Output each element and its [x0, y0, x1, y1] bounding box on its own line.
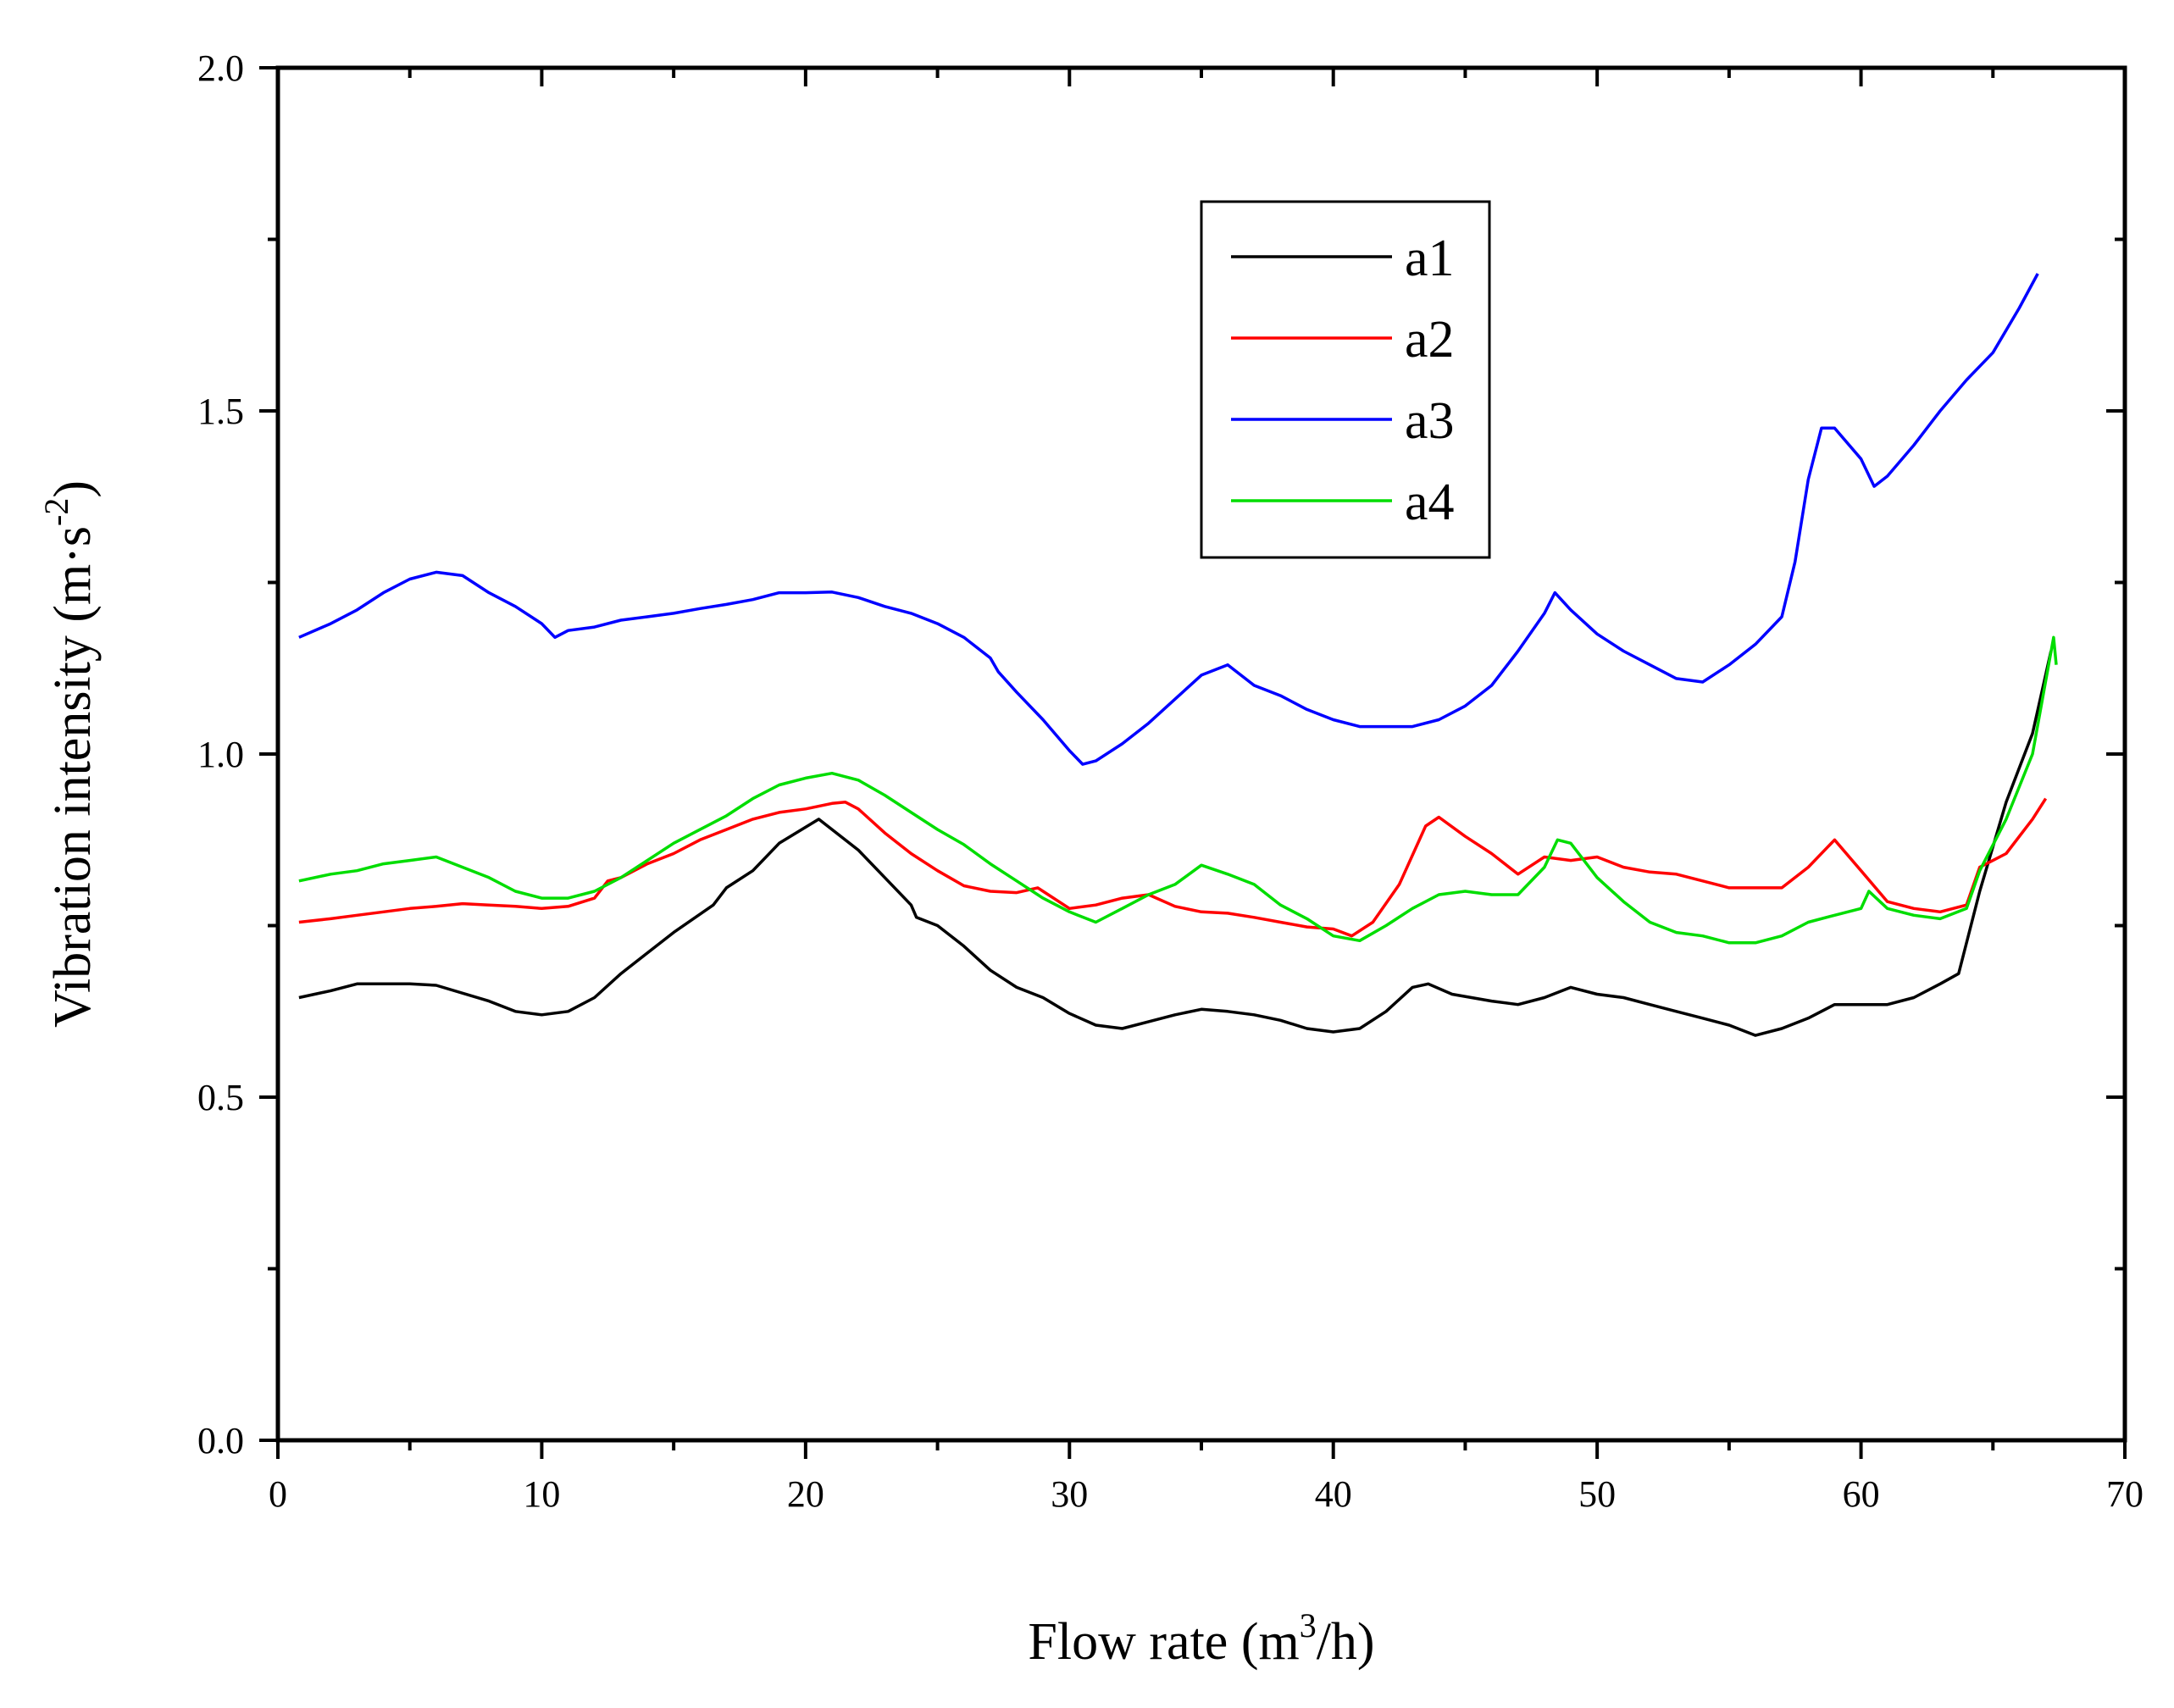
x-tick-label: 30	[1051, 1473, 1088, 1515]
legend-label-a1: a1	[1405, 230, 1455, 287]
tick-labels: 0 10 20 30 40 50 60 70 0.0 0.5 1.0 1.5 2.0	[197, 47, 2143, 1515]
series-line-a1	[298, 651, 2053, 1037]
y-axis-title: Vibration intensity (m·s-2)	[37, 480, 102, 1028]
x-axis-title-sup: 3	[1300, 1606, 1317, 1644]
x-axis-title-main: Flow rate (m	[1028, 1613, 1299, 1671]
legend-label-a2: a2	[1405, 311, 1455, 369]
axis-ticks	[259, 66, 2127, 1459]
y-tick-label: 0.0	[197, 1420, 244, 1461]
y-axis-title-tail: )	[44, 480, 102, 498]
x-tick-label: 60	[1843, 1473, 1880, 1515]
legend-label-a4: a4	[1405, 474, 1455, 531]
legend: a1 a2 a3 a4	[1200, 200, 1491, 559]
x-axis-title: Flow rate (m3/h)	[1028, 1606, 1374, 1671]
series-lines	[298, 273, 2058, 1037]
x-tick-label: 70	[2106, 1473, 2143, 1515]
legend-box	[1200, 200, 1491, 559]
legend-label-a3: a3	[1405, 392, 1455, 450]
x-tick-label: 20	[787, 1473, 824, 1515]
x-tick-label: 10	[523, 1473, 560, 1515]
x-tick-label: 40	[1315, 1473, 1352, 1515]
series-line-a2	[298, 797, 2048, 938]
series-line-a4	[298, 635, 2058, 945]
y-tick-label: 1.5	[197, 391, 244, 432]
x-tick-label: 50	[1578, 1473, 1616, 1515]
y-axis-title-main: Vibration intensity (m·s	[44, 526, 102, 1028]
y-tick-label: 2.0	[197, 47, 244, 89]
x-tick-label: 0	[269, 1473, 287, 1515]
x-axis-title-tail: /h)	[1317, 1613, 1375, 1671]
y-axis-title-sup: -2	[37, 498, 75, 526]
y-tick-label: 1.0	[197, 734, 244, 775]
series-line-a3	[298, 273, 2039, 766]
y-tick-label: 0.5	[197, 1077, 244, 1118]
